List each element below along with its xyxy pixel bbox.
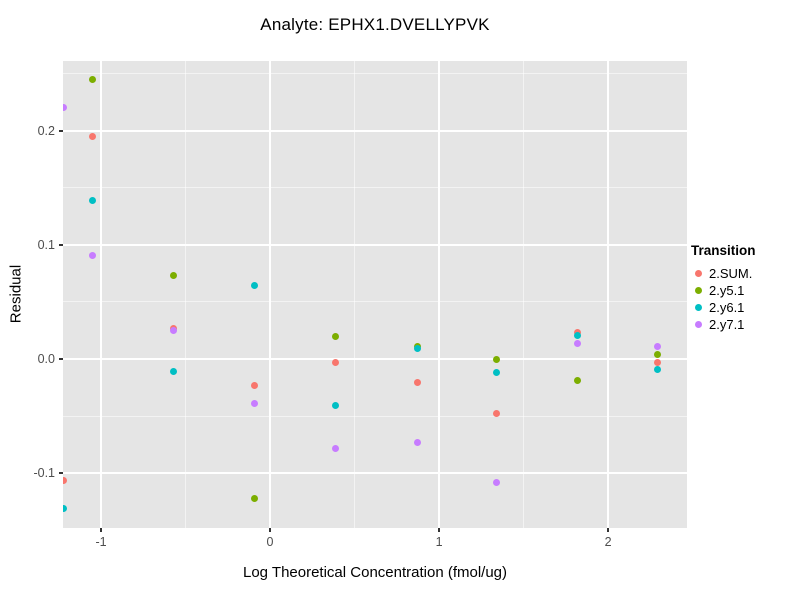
point-2.SUM. — [63, 476, 68, 484]
y-tick-label: 0.1 — [37, 237, 55, 252]
point-2.SUM. — [251, 381, 259, 389]
point-2.y5.1 — [574, 377, 582, 385]
point-2.SUM. — [653, 358, 661, 366]
x-tick-mark — [100, 528, 103, 532]
x-tick-label: -1 — [95, 535, 107, 549]
point-2.y7.1 — [574, 339, 582, 347]
point-2.y7.1 — [653, 342, 661, 350]
point-2.y5.1 — [493, 355, 501, 363]
point-2.y7.1 — [170, 326, 178, 334]
y-tick-label: 0.0 — [37, 352, 55, 366]
legend-items: 2.SUM. 2.y5.1 2.y6.1 2.y7.1 — [691, 265, 756, 333]
legend-swatch-icon — [695, 321, 702, 328]
point-2.SUM. — [332, 358, 340, 366]
point-2.y7.1 — [63, 104, 68, 112]
gridline-x-minor — [523, 61, 525, 528]
gridline-x-major — [607, 61, 610, 528]
gridline-y-minor — [63, 187, 687, 189]
legend-swatch-icon — [695, 304, 702, 311]
y-tick-mark — [59, 243, 63, 246]
point-2.y5.1 — [332, 332, 340, 340]
point-2.y6.1 — [332, 402, 340, 410]
point-2.y5.1 — [89, 75, 97, 83]
legend-item-label: 2.y6.1 — [709, 300, 745, 315]
point-2.y6.1 — [574, 331, 582, 339]
x-tick-mark — [438, 528, 441, 532]
gridline-y-major — [63, 358, 687, 360]
y-tick-label: -0.1 — [33, 466, 55, 481]
legend-swatch-icon — [695, 287, 702, 294]
legend-item: 2.y6.1 — [691, 299, 756, 316]
y-tick-mark — [59, 358, 63, 360]
point-2.y7.1 — [89, 251, 97, 259]
y-tick-mark — [59, 472, 63, 475]
point-2.y5.1 — [251, 494, 259, 502]
x-tick-label: 1 — [435, 535, 443, 549]
legend-item: 2.SUM. — [691, 265, 756, 282]
x-tick-label: 2 — [604, 535, 612, 549]
point-2.y6.1 — [493, 369, 501, 377]
point-2.y6.1 — [170, 368, 178, 376]
point-2.y6.1 — [89, 196, 97, 204]
point-2.y6.1 — [413, 345, 421, 353]
legend: Transition 2.SUM. 2.y5.1 2.y6.1 2.y7.1 — [691, 243, 756, 333]
gridline-y-minor — [63, 415, 687, 417]
point-2.y6.1 — [63, 505, 68, 513]
legend-item-label: 2.SUM. — [709, 266, 753, 281]
plot-panel — [63, 61, 687, 528]
gridline-y-major — [63, 129, 687, 132]
y-tick-label: 0.2 — [37, 123, 55, 138]
point-2.y6.1 — [251, 282, 259, 290]
point-2.y7.1 — [332, 444, 340, 452]
point-2.SUM. — [89, 132, 97, 140]
point-2.y6.1 — [653, 365, 661, 373]
point-2.y5.1 — [170, 272, 178, 280]
x-tick-mark — [269, 528, 272, 532]
legend-title: Transition — [691, 243, 756, 258]
point-2.y7.1 — [413, 438, 421, 446]
gridline-x-minor — [354, 61, 356, 528]
legend-item: 2.y7.1 — [691, 316, 756, 333]
gridline-y-minor — [63, 301, 687, 303]
x-tick-label: 0 — [266, 535, 274, 549]
y-tick-mark — [59, 129, 63, 132]
gridline-x-minor — [185, 61, 187, 528]
gridline-y-major — [63, 243, 687, 246]
chart-title: Analyte: EPHX1.DVELLYPVK — [260, 15, 490, 34]
point-2.y7.1 — [493, 478, 501, 486]
legend-item-label: 2.y7.1 — [709, 317, 745, 332]
point-2.y5.1 — [653, 350, 661, 358]
point-2.SUM. — [413, 379, 421, 387]
legend-item: 2.y5.1 — [691, 282, 756, 299]
point-2.y7.1 — [251, 400, 259, 408]
gridline-y-major — [63, 472, 687, 475]
x-axis-title: Log Theoretical Concentration (fmol/ug) — [242, 564, 508, 581]
legend-item-label: 2.y5.1 — [709, 283, 745, 298]
legend-swatch-icon — [695, 270, 702, 277]
y-axis-title: Residual — [7, 264, 25, 324]
gridline-x-major — [269, 61, 272, 528]
gridline-x-major — [438, 61, 441, 528]
gridline-y-minor — [63, 73, 687, 75]
gridline-x-major — [100, 61, 103, 528]
point-2.SUM. — [493, 410, 501, 418]
x-tick-mark — [607, 528, 610, 532]
